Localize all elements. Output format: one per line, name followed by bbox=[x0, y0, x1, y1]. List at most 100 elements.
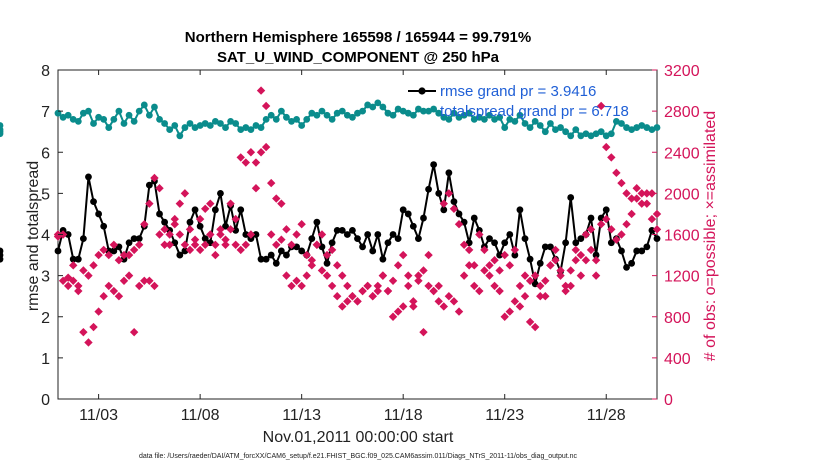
totalspread-point bbox=[445, 115, 453, 123]
assimilated-obs-marker bbox=[231, 214, 240, 224]
rmse-point bbox=[191, 206, 199, 214]
legend-rmse-label: rmse grand pr = 3.9416 bbox=[440, 83, 596, 100]
possible-obs-marker bbox=[236, 245, 245, 255]
assimilated-obs-marker bbox=[332, 261, 342, 270]
assimilated-obs-marker bbox=[287, 240, 296, 249]
possible-obs-marker bbox=[119, 276, 129, 285]
rmse-point bbox=[85, 173, 92, 181]
possible-obs-marker bbox=[404, 271, 413, 280]
axis-ticks: 0 1 2 3 4 5 6 7 8 0 400 800 1200 1600 2000 2400 2800 3200… bbox=[41, 63, 700, 424]
possible-obs-marker bbox=[444, 291, 454, 301]
assimilated-obs-marker bbox=[338, 271, 347, 280]
totalspread-point bbox=[115, 107, 123, 115]
possible-obs-marker bbox=[510, 297, 520, 306]
totalspread-point bbox=[526, 124, 534, 131]
possible-obs-marker bbox=[317, 266, 327, 275]
totalspread-point bbox=[607, 130, 615, 138]
totalspread-point bbox=[567, 132, 575, 140]
assimilated-obs-marker bbox=[607, 153, 616, 162]
assimilated-obs-marker bbox=[195, 214, 205, 224]
possible-obs-marker bbox=[454, 307, 464, 316]
rmse-point bbox=[409, 222, 417, 230]
assimilated-obs-marker bbox=[551, 245, 560, 255]
possible-obs-marker bbox=[449, 297, 459, 306]
rmse-point bbox=[0, 255, 4, 263]
rmse-point bbox=[257, 255, 265, 263]
totalspread-point bbox=[176, 132, 184, 140]
assimilated-obs-marker bbox=[505, 261, 514, 270]
assimilated-obs-marker bbox=[246, 148, 256, 157]
assimilated-obs-marker bbox=[261, 101, 271, 111]
rmse-point bbox=[349, 226, 356, 234]
totalspread-point bbox=[450, 109, 458, 117]
rmse-point bbox=[283, 251, 290, 259]
rmse-point bbox=[176, 251, 184, 259]
rmse-point bbox=[536, 259, 544, 267]
data-file-footnote: data file: /Users/raeder/DAI/ATM_forcXX/… bbox=[139, 453, 578, 460]
possible-obs-marker bbox=[464, 261, 474, 270]
possible-obs-marker bbox=[520, 291, 530, 301]
rmse-point bbox=[135, 235, 143, 243]
rmse-point bbox=[298, 247, 306, 255]
totalspread-point bbox=[145, 111, 153, 119]
totalspread-point bbox=[562, 128, 570, 136]
rmse-point bbox=[110, 247, 118, 255]
assimilated-obs-marker bbox=[89, 261, 98, 270]
possible-obs-marker bbox=[322, 271, 332, 280]
possible-obs-marker bbox=[201, 240, 210, 249]
possible-obs-marker bbox=[475, 286, 484, 296]
assimilated-obs-marker bbox=[241, 158, 251, 167]
rmse-point bbox=[69, 255, 77, 263]
possible-obs-marker bbox=[277, 235, 286, 244]
y-tick-label-right: 0 bbox=[664, 392, 673, 409]
totalspread-point bbox=[110, 115, 118, 123]
possible-obs-marker bbox=[287, 281, 296, 291]
rmse-point bbox=[359, 243, 366, 251]
totalspread-point bbox=[298, 122, 306, 129]
totalspread-point bbox=[267, 111, 275, 119]
possible-obs-marker bbox=[388, 312, 398, 321]
x-tick-label: 11/08 bbox=[181, 407, 220, 424]
totalspread-point bbox=[318, 107, 326, 115]
assimilated-obs-marker bbox=[510, 245, 520, 255]
possible-obs-marker bbox=[647, 189, 657, 198]
possible-obs-marker bbox=[216, 225, 225, 234]
possible-obs-marker bbox=[596, 220, 606, 229]
totalspread-point bbox=[420, 107, 427, 115]
assimilated-obs-marker bbox=[216, 230, 225, 239]
rmse-point bbox=[618, 247, 625, 255]
totalspread-point bbox=[125, 111, 133, 119]
possible-obs-marker bbox=[195, 245, 205, 255]
rmse-point bbox=[237, 206, 245, 214]
y-tick-label-right: 800 bbox=[664, 310, 691, 327]
rmse-point bbox=[628, 259, 636, 267]
possible-obs-marker bbox=[256, 148, 266, 157]
possible-obs-marker bbox=[63, 281, 73, 291]
assimilated-obs-marker bbox=[373, 281, 383, 291]
rmse-point bbox=[526, 255, 534, 263]
possible-obs-marker bbox=[338, 302, 347, 311]
possible-obs-marker bbox=[74, 281, 83, 291]
assimilated-obs-marker bbox=[627, 194, 636, 203]
totalspread-point bbox=[546, 120, 554, 127]
rmse-point bbox=[379, 255, 387, 263]
rmse-point bbox=[633, 247, 641, 255]
totalspread-point bbox=[272, 115, 280, 123]
rmse-point bbox=[572, 239, 580, 247]
possible-obs-marker bbox=[221, 235, 230, 244]
possible-obs-marker bbox=[637, 189, 646, 198]
rmse-point bbox=[653, 235, 661, 243]
assimilated-obs-marker bbox=[480, 266, 489, 275]
rmse-point bbox=[587, 214, 595, 222]
rmse-point bbox=[323, 259, 331, 267]
rmse-point bbox=[64, 231, 72, 238]
assimilated-obs-marker bbox=[307, 261, 317, 270]
totalspread-point bbox=[521, 120, 529, 127]
possible-obs-marker bbox=[180, 240, 190, 249]
rmse-point bbox=[592, 251, 600, 259]
totalspread-point bbox=[557, 124, 564, 131]
totalspread-point bbox=[379, 103, 387, 111]
rmse-point bbox=[430, 161, 438, 168]
assimilated-obs-marker bbox=[180, 189, 190, 198]
possible-obs-marker bbox=[373, 286, 383, 296]
